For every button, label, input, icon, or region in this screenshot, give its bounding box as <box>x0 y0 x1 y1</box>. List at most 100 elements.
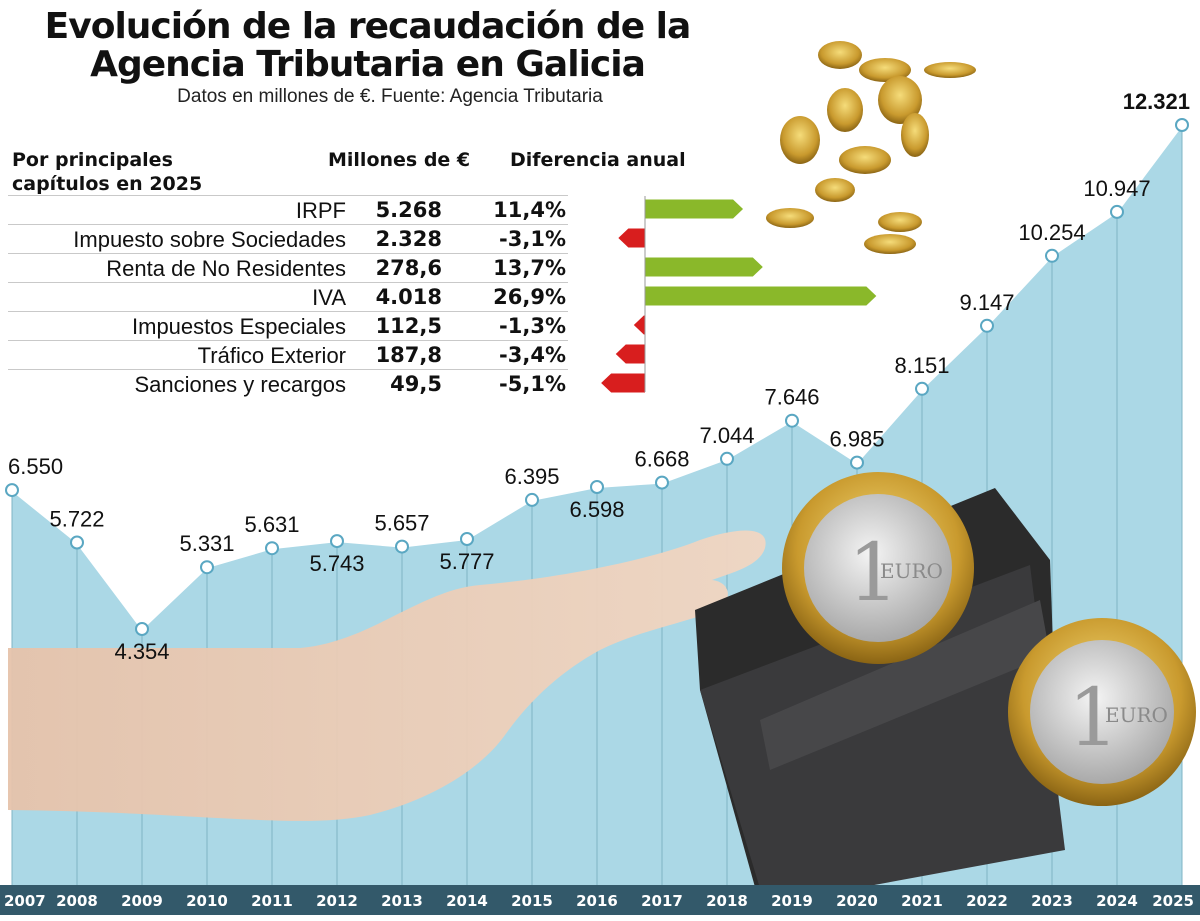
x-tick-label-2015: 2015 <box>511 892 553 910</box>
data-point-2012 <box>330 534 344 549</box>
x-tick-label-2010: 2010 <box>186 892 228 910</box>
row-label: IVA <box>312 285 346 310</box>
value-label-2007: 6.550 <box>8 454 63 479</box>
row-value: 5.268 <box>375 198 442 222</box>
row-value: 2.328 <box>375 227 442 251</box>
title-line-2: Agencia Tributaria en Galicia <box>90 44 646 85</box>
row-value: 278,6 <box>375 256 442 280</box>
row-change: -3,1% <box>499 227 566 251</box>
row-change: 11,4% <box>493 198 566 222</box>
x-tick-label-2021: 2021 <box>901 892 943 910</box>
row-value: 187,8 <box>375 343 442 367</box>
svg-text:EURO: EURO <box>880 559 943 583</box>
falling-coins-icon <box>766 41 976 254</box>
row-label: Impuesto sobre Sociedades <box>73 227 346 252</box>
data-point-2023 <box>1045 248 1059 263</box>
x-tick-label-2016: 2016 <box>576 892 618 910</box>
change-bar <box>645 286 877 306</box>
x-tick-label-2008: 2008 <box>56 892 98 910</box>
hand-illustration <box>8 530 766 821</box>
value-label-2010: 5.331 <box>179 531 234 556</box>
x-tick-label-2022: 2022 <box>966 892 1008 910</box>
x-tick-label-2018: 2018 <box>706 892 748 910</box>
value-label-2018: 7.044 <box>699 423 754 448</box>
x-tick-label-2020: 2020 <box>836 892 878 910</box>
breakdown-row: IVA 4.018 26,9% <box>8 282 568 311</box>
value-label-2022: 9.147 <box>959 290 1014 315</box>
data-point-2007 <box>5 483 19 498</box>
x-tick-label-2009: 2009 <box>121 892 163 910</box>
row-label: Sanciones y recargos <box>134 372 346 397</box>
change-bar <box>618 228 645 248</box>
data-point-2024 <box>1110 204 1124 219</box>
change-bar <box>633 315 645 335</box>
breakdown-row: Sanciones y recargos 49,5 -5,1% <box>8 369 568 398</box>
breakdown-row: IRPF 5.268 11,4% <box>8 195 568 224</box>
value-label-2019: 7.646 <box>764 385 819 410</box>
euro-coin-icon: 1 EURO <box>1008 618 1196 806</box>
row-value: 112,5 <box>375 314 442 338</box>
data-point-2011 <box>265 541 279 556</box>
change-bar <box>601 373 645 393</box>
x-tick-label-2012: 2012 <box>316 892 358 910</box>
row-label: Renta de No Residentes <box>106 256 346 281</box>
value-label-2013: 5.657 <box>374 511 429 536</box>
data-point-2018 <box>720 451 734 466</box>
column-header-values: Millones de € <box>328 149 471 171</box>
value-label-2012: 5.743 <box>309 551 364 576</box>
row-change: 26,9% <box>493 285 566 309</box>
x-tick-label-2023: 2023 <box>1031 892 1073 910</box>
row-label: Tráfico Exterior <box>197 343 346 368</box>
data-point-2025 <box>1175 118 1189 132</box>
value-label-2017: 6.668 <box>634 447 689 472</box>
value-label-2009: 4.354 <box>114 639 169 664</box>
row-change: -5,1% <box>499 372 566 396</box>
value-label-2021: 8.151 <box>894 353 949 378</box>
subtitle: Datos en millones de €. Fuente: Agencia … <box>177 86 603 107</box>
data-point-2009 <box>135 622 149 636</box>
breakdown-row: Renta de No Residentes 278,6 13,7% <box>8 253 568 282</box>
value-label-2025: 12.321 <box>1123 89 1190 114</box>
change-bar <box>615 344 645 364</box>
euro-coin-icon: 1 EURO <box>782 472 974 664</box>
data-point-2017 <box>655 475 669 490</box>
data-point-2016 <box>590 480 604 494</box>
change-bar <box>645 199 744 219</box>
x-tick-label-2013: 2013 <box>381 892 423 910</box>
value-label-2023: 10.254 <box>1018 220 1085 245</box>
data-point-2008 <box>70 535 84 550</box>
data-point-2010 <box>200 560 214 575</box>
value-label-2024: 10.947 <box>1083 176 1150 201</box>
row-value: 49,5 <box>390 372 442 396</box>
svg-text:1: 1 <box>848 526 899 619</box>
data-point-2014 <box>460 532 474 546</box>
breakdown-row: Tráfico Exterior 187,8 -3,4% <box>8 340 568 369</box>
row-value: 4.018 <box>375 285 442 309</box>
value-label-2015: 6.395 <box>504 464 559 489</box>
x-axis-bar <box>0 885 1200 915</box>
data-point-2015 <box>525 492 539 507</box>
breakdown-row: Impuestos Especiales 112,5 -1,3% <box>8 311 568 340</box>
value-label-2011: 5.631 <box>244 512 299 537</box>
value-label-2014: 5.777 <box>439 549 494 574</box>
data-point-2019 <box>785 413 799 428</box>
x-tick-label-2024: 2024 <box>1096 892 1138 910</box>
row-change: -1,3% <box>499 314 566 338</box>
data-point-2021 <box>915 381 929 396</box>
svg-text:EURO: EURO <box>1105 703 1168 727</box>
data-point-2022 <box>980 318 994 333</box>
x-tick-label-2011: 2011 <box>251 892 293 910</box>
row-change: 13,7% <box>493 256 566 280</box>
x-tick-label-2019: 2019 <box>771 892 813 910</box>
data-point-2013 <box>395 539 409 554</box>
x-tick-label-2007: 2007 <box>4 892 46 910</box>
x-tick-label-2025: 2025 <box>1152 892 1194 910</box>
value-label-2020: 6.985 <box>829 427 884 452</box>
title-line-1: Evolución de la recaudación de la <box>44 6 692 47</box>
x-tick-label-2014: 2014 <box>446 892 488 910</box>
value-label-2008: 5.722 <box>49 507 104 532</box>
data-point-2020 <box>850 455 864 470</box>
change-bar <box>645 257 763 277</box>
